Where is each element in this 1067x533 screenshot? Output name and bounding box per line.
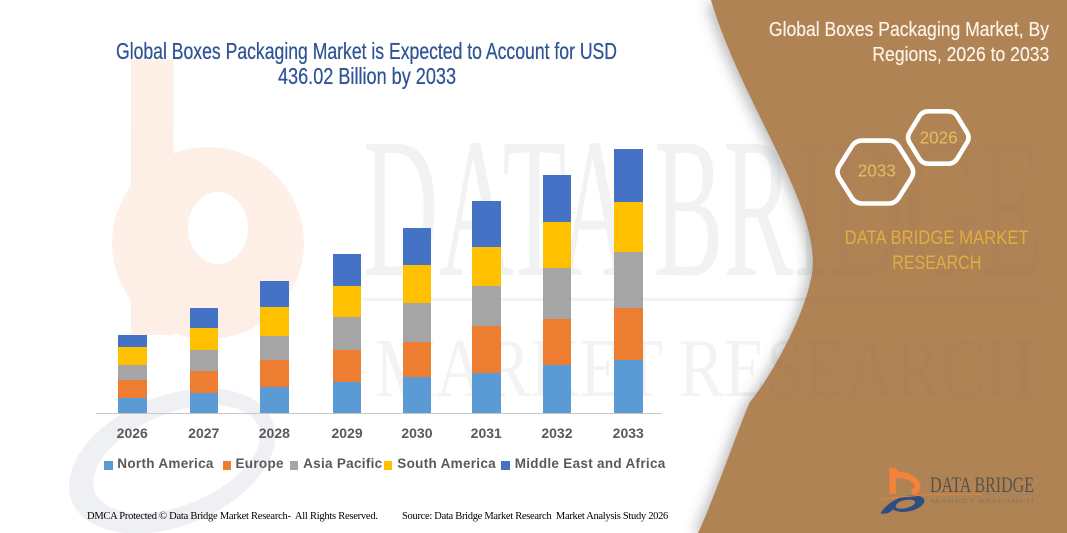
svg-text:MARKET RESEARCH: MARKET RESEARCH xyxy=(930,498,1034,505)
svg-text:2033: 2033 xyxy=(858,162,896,181)
svg-text:2026: 2026 xyxy=(920,129,958,148)
svg-text:DATA BRIDGE: DATA BRIDGE xyxy=(930,472,1034,497)
